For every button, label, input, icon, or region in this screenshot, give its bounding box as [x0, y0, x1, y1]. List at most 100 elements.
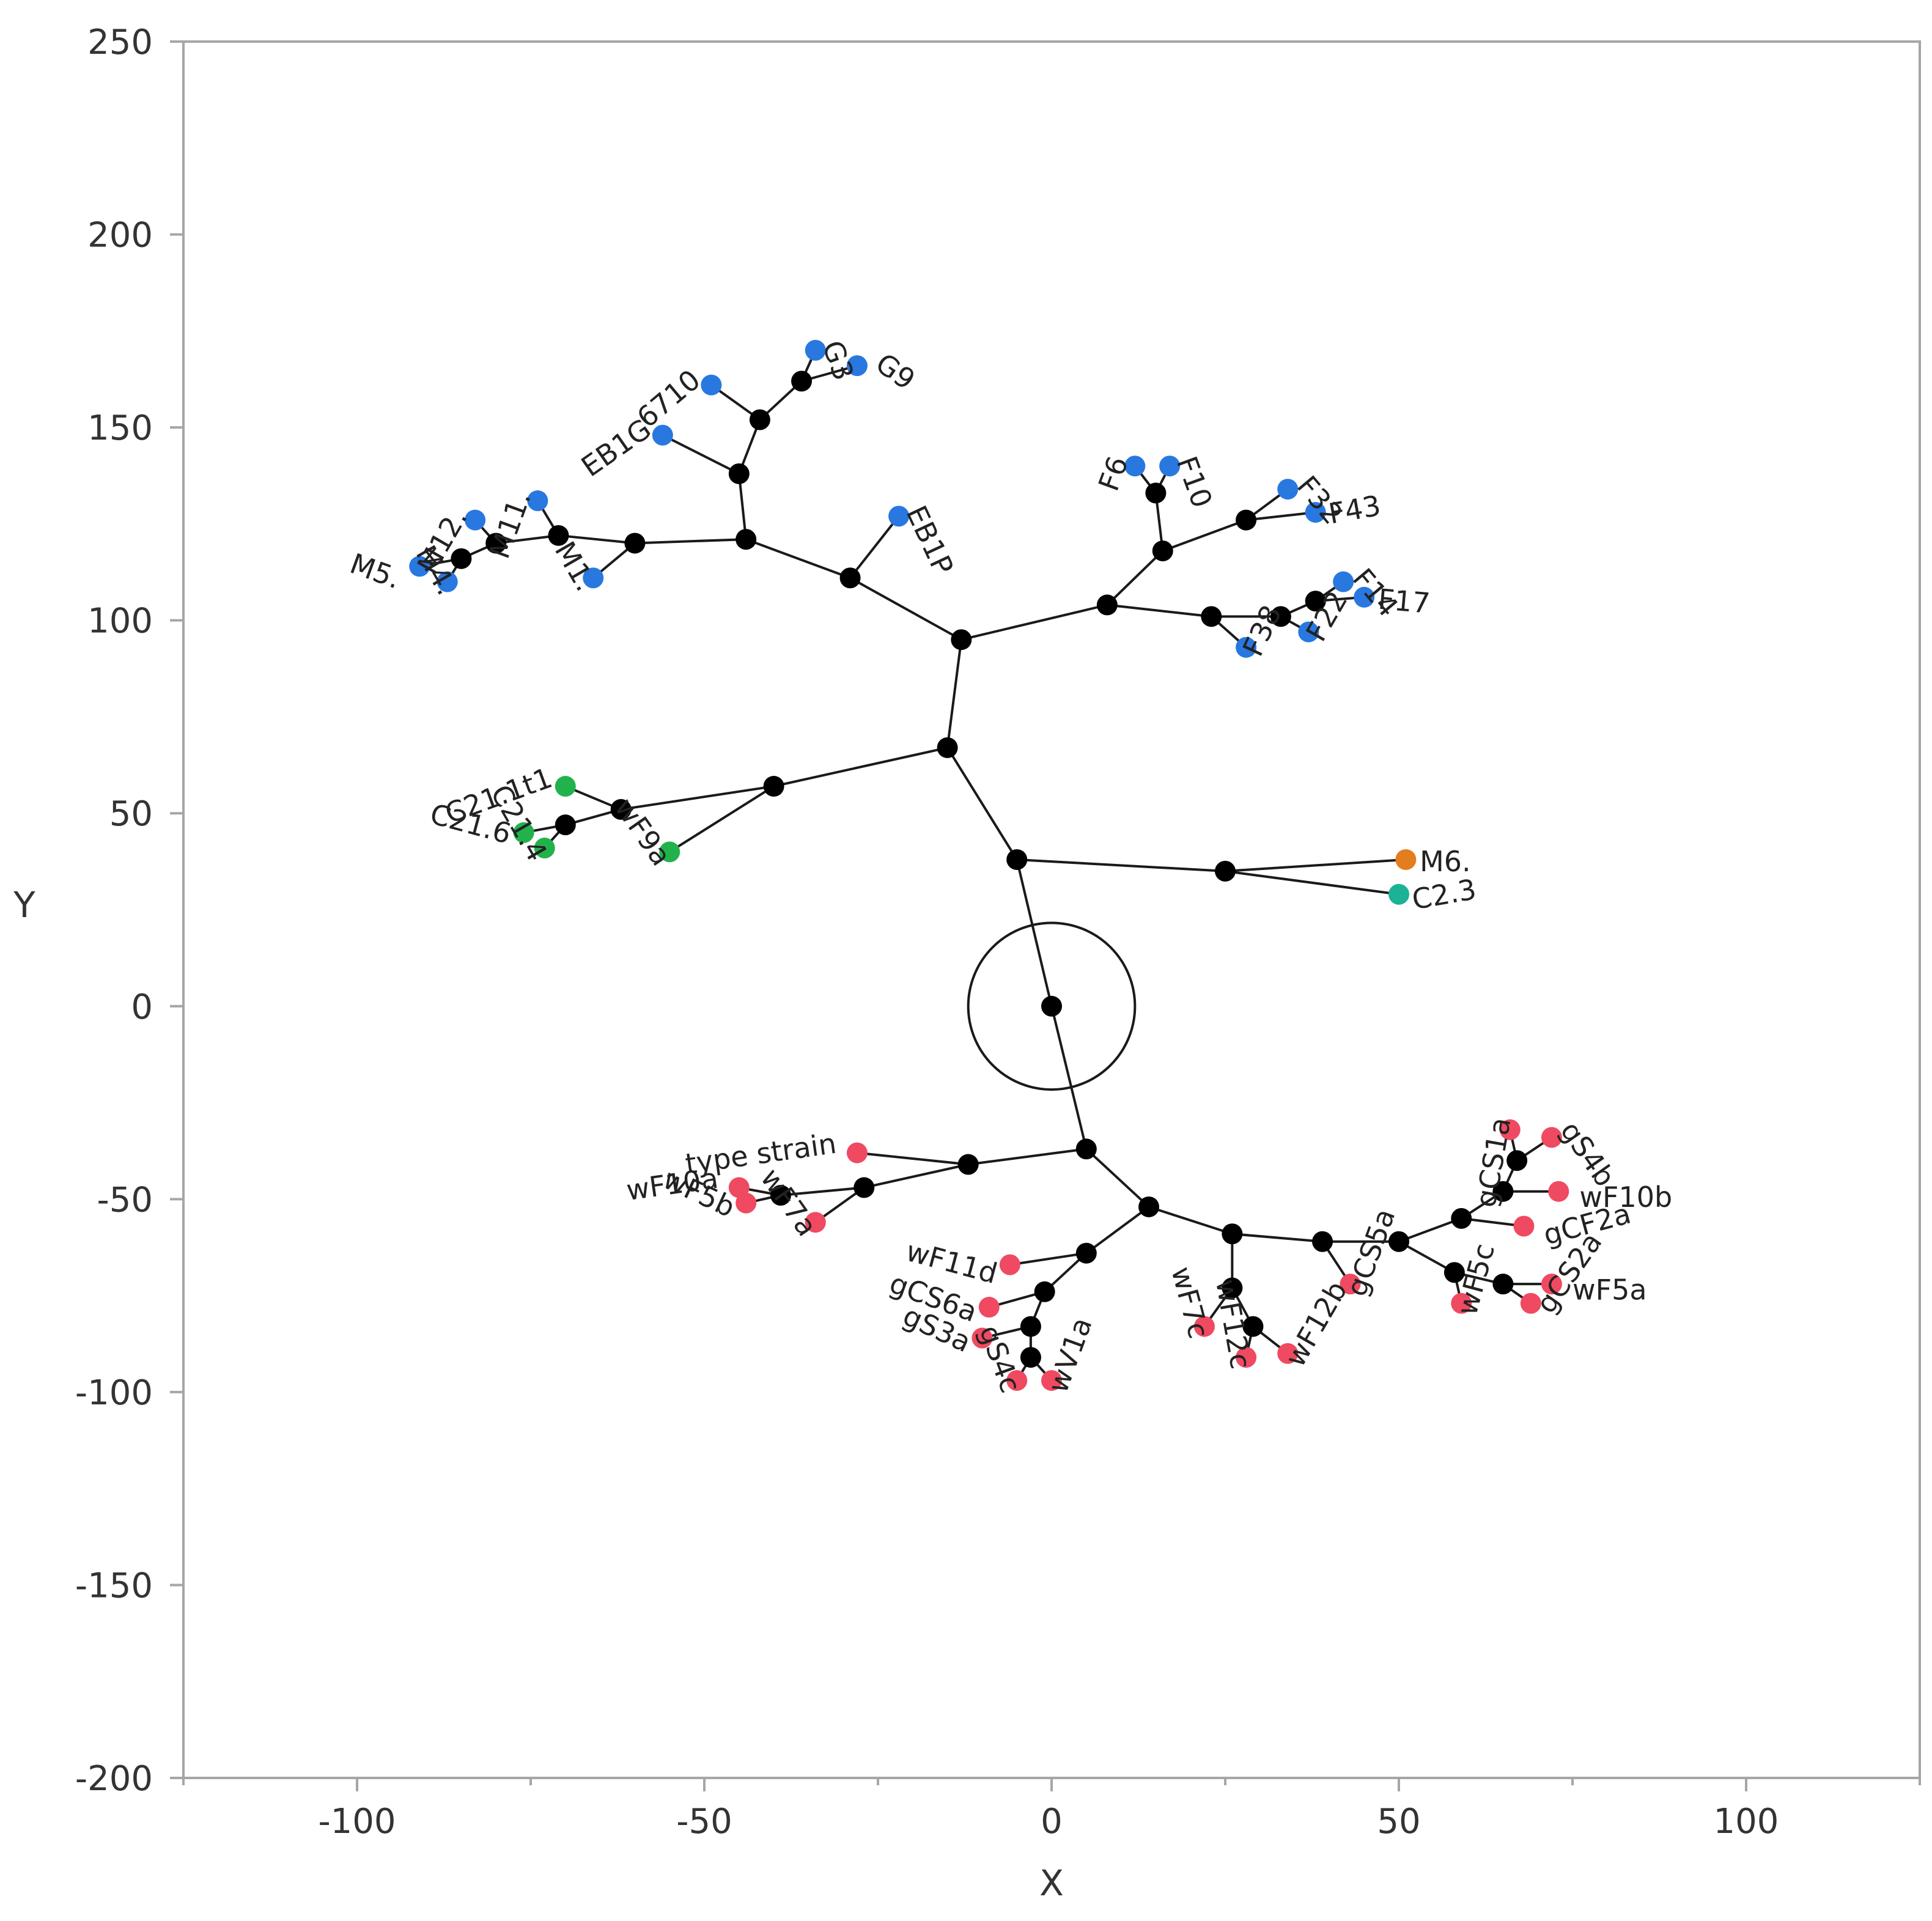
x-tick-label: -100 [318, 1802, 396, 1842]
leaf-label: wF10b [1579, 1181, 1672, 1214]
internal-node [610, 798, 632, 820]
internal-node [548, 525, 569, 546]
tree-edge [669, 785, 775, 854]
tree-edge [1232, 1233, 1323, 1243]
leaf-node [846, 1142, 868, 1163]
leaf-node [652, 424, 673, 446]
internal-node [1492, 1181, 1514, 1202]
leaf-node [1395, 849, 1417, 870]
internal-node [1138, 1196, 1160, 1217]
internal-node [1222, 1277, 1243, 1299]
leaf-node [1541, 1127, 1562, 1148]
leaf-node [888, 506, 910, 527]
tree-nodes [409, 339, 1569, 1391]
internal-node [1041, 995, 1062, 1017]
leaf-node [1124, 455, 1146, 477]
internal-node [1451, 1208, 1472, 1229]
tree-edge [635, 538, 747, 545]
internal-node [1006, 849, 1028, 870]
x-tick-label: 100 [1714, 1802, 1779, 1842]
leaf-node [978, 1297, 1000, 1318]
internal-node [1270, 606, 1291, 627]
internal-node [770, 1185, 791, 1206]
internal-node [1075, 1138, 1097, 1160]
leaf-node [437, 571, 458, 592]
tree-edge [1050, 1006, 1088, 1149]
leaf-node [1041, 1370, 1062, 1391]
leaf-node [1548, 1181, 1569, 1202]
tree-edge [1162, 518, 1247, 552]
leaf-node [701, 374, 722, 396]
tree-edge [621, 785, 774, 811]
leaf-node [1159, 455, 1181, 477]
internal-node [1145, 482, 1167, 504]
internal-node [555, 814, 576, 836]
tree-edge [946, 747, 1018, 861]
internal-node [854, 1177, 875, 1198]
y-tick-label: 100 [87, 602, 153, 641]
leaf-node [1340, 1274, 1361, 1295]
root-marker [967, 921, 1137, 1091]
y-tick-label: 0 [131, 987, 153, 1027]
leaf-node [465, 509, 486, 531]
y-tick-label: -200 [75, 1759, 153, 1799]
tree-edge [1461, 1217, 1524, 1228]
root-circle [967, 921, 1137, 1091]
tree-edge [1245, 511, 1316, 522]
leaf-node [1277, 1343, 1299, 1364]
y-tick-label: 150 [87, 408, 153, 448]
y-tick-label: 50 [109, 794, 153, 834]
leaf-node [1520, 1292, 1541, 1314]
leaf-node [1388, 883, 1409, 905]
leaf-node [805, 1212, 826, 1233]
x-tick-label: 0 [1041, 1802, 1063, 1842]
tree-edge [946, 639, 963, 748]
internal-node [1152, 540, 1173, 562]
tree-edge [849, 577, 962, 641]
leaf-node [1541, 1274, 1562, 1295]
y-axis-ticks: -200 -150 -100 -50 0 50 100 150 200 250 [75, 23, 183, 1799]
internal-node [839, 567, 861, 589]
plot-frame [182, 40, 1921, 1779]
tree-edge [1085, 1148, 1150, 1208]
leaf-node [999, 1254, 1020, 1275]
leaf-node [1277, 479, 1299, 500]
leaf-node [1354, 586, 1375, 608]
internal-node [1222, 1223, 1243, 1245]
internal-node [1034, 1281, 1055, 1302]
internal-node [763, 776, 784, 797]
y-tick-label: -150 [75, 1566, 153, 1606]
leaf-node [1513, 1215, 1535, 1237]
x-tick-label: -50 [676, 1802, 732, 1842]
internal-node [728, 463, 750, 484]
tree-edge [558, 534, 635, 545]
internal-node [937, 737, 958, 758]
internal-node [1242, 1316, 1264, 1337]
y-tick-label: 250 [87, 23, 153, 62]
leaf-node [972, 1327, 993, 1349]
y-tick-label: 200 [87, 216, 153, 256]
tree-edge [1398, 1217, 1462, 1243]
tree-edge [1225, 869, 1399, 896]
tree-edge [1016, 859, 1053, 1007]
internal-node [1215, 860, 1236, 882]
tree-edge [780, 1186, 865, 1197]
tree-edge [662, 433, 740, 475]
leaf-node [527, 490, 548, 512]
tree-edge [737, 473, 748, 540]
tree-edge [1017, 858, 1226, 872]
leaf-label: wF5a [1573, 1273, 1647, 1306]
internal-node [624, 533, 646, 554]
internal-node [1020, 1347, 1041, 1368]
tree-edge [773, 746, 948, 787]
leaf-node [1298, 621, 1319, 643]
tree-edge [857, 1151, 968, 1166]
tree-edge [495, 534, 559, 545]
internal-node [957, 1154, 979, 1175]
tree-edge [1148, 1206, 1233, 1236]
leaf-node [1499, 1119, 1521, 1140]
tree-edge [1398, 1241, 1455, 1274]
internal-node [951, 629, 972, 651]
internal-node [485, 533, 507, 554]
internal-node [791, 371, 813, 392]
